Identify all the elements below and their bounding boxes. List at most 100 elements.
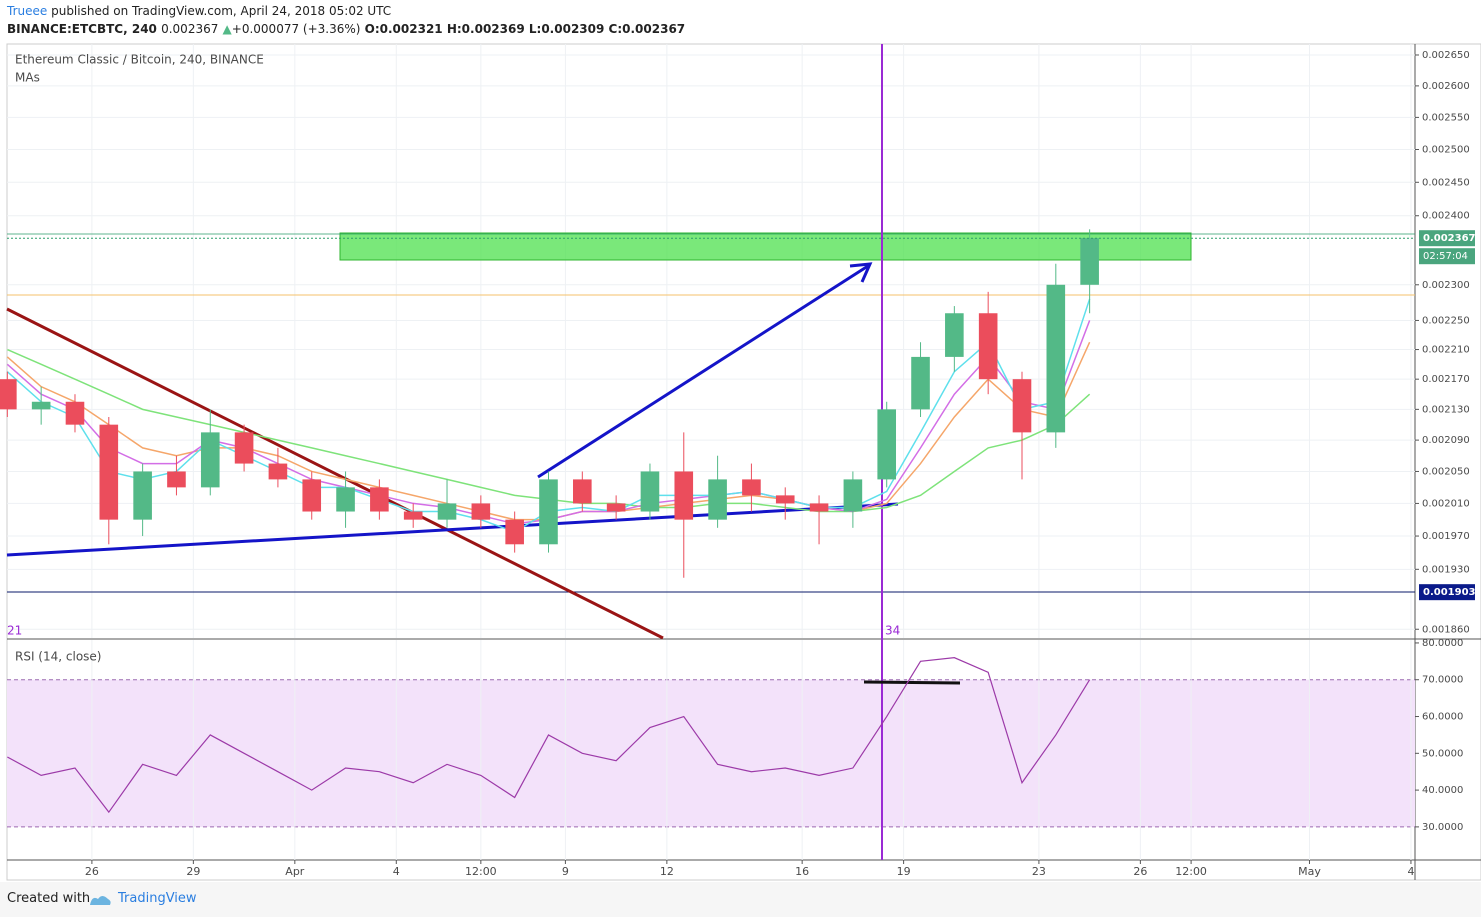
x-tick-label: 29 xyxy=(186,865,200,878)
candle-body xyxy=(1080,238,1099,285)
last-price-box xyxy=(1419,230,1475,247)
brand[interactable]: TradingView xyxy=(118,891,197,906)
y-tick-label: 0.002550 xyxy=(1422,112,1470,123)
candle-body xyxy=(674,471,694,520)
candle-body xyxy=(606,503,626,512)
candle-body xyxy=(978,313,998,380)
y-tick-label: 0.002090 xyxy=(1422,435,1470,446)
author[interactable]: Trueee xyxy=(7,4,48,18)
y-tick-label: 0.002450 xyxy=(1422,177,1470,188)
candle-body xyxy=(65,401,85,425)
x-tick-label: 4 xyxy=(393,865,400,878)
x-tick-label: 12 xyxy=(660,865,674,878)
uptrend-line xyxy=(6,502,899,557)
moving-average xyxy=(6,298,1091,533)
x-tick-label: 19 xyxy=(897,865,911,878)
last: 0.002367 xyxy=(161,22,219,36)
rsi-title: RSI (14, close) xyxy=(15,650,101,664)
moving-average xyxy=(6,320,1091,525)
countdown: 02:57:04 xyxy=(1423,251,1468,262)
rsi-band xyxy=(7,679,1415,827)
x-tick-label: 26 xyxy=(85,865,99,878)
candle-body xyxy=(877,409,897,480)
candle-body xyxy=(167,471,186,488)
candle-body xyxy=(99,424,119,520)
x-tick-label: 12:00 xyxy=(465,865,497,878)
candle-body xyxy=(708,479,727,520)
y-tick-label: 0.002010 xyxy=(1422,498,1470,509)
level-price-box xyxy=(1419,584,1475,601)
last-price-label: 0.002367 xyxy=(1423,233,1476,244)
y-tick-label: 0.002250 xyxy=(1422,315,1470,326)
change: +0.000077 (+3.36%) xyxy=(231,22,361,36)
high: H:0.002369 xyxy=(446,22,525,36)
quote-line: BINANCE:ETCBTC, 240 0.002367 ▲+0.000077 … xyxy=(7,22,685,36)
x-tick-label: 23 xyxy=(1032,865,1046,878)
moving-average xyxy=(7,348,1091,513)
candle-body xyxy=(234,432,254,464)
y-tick-label: 0.002050 xyxy=(1422,466,1470,477)
rsi-tick-label: 70.0000 xyxy=(1422,675,1463,686)
rsi-tick-label: 80.0000 xyxy=(1422,638,1463,649)
annotation: 21 xyxy=(7,624,22,638)
rsi-marker xyxy=(863,680,961,685)
y-tick-label: 0.001970 xyxy=(1422,531,1470,542)
y-tick-label: 0.001930 xyxy=(1422,564,1470,575)
low: L:0.002309 xyxy=(528,22,605,36)
candle-body xyxy=(302,479,322,512)
candle-body xyxy=(945,313,964,357)
x-tick-label: May xyxy=(1298,865,1321,878)
candle-body xyxy=(31,401,51,410)
x-tick-label: 4 xyxy=(1407,865,1414,878)
candle-body xyxy=(573,479,592,504)
published: published on TradingView.com, April 24, … xyxy=(51,4,392,18)
annotation: 34 xyxy=(885,624,900,638)
x-tick-label: 9 xyxy=(562,865,569,878)
candle-body xyxy=(505,519,524,545)
candle-body xyxy=(742,479,761,496)
chart-title: Ethereum Classic / Bitcoin, 240, BINANCE xyxy=(15,53,264,67)
close: C:0.002367 xyxy=(608,22,686,36)
candle-body xyxy=(911,356,930,410)
candle-body xyxy=(809,503,829,512)
y-tick-label: 0.002210 xyxy=(1422,345,1470,356)
x-tick-label: Apr xyxy=(285,865,305,878)
x-tick-label: 16 xyxy=(795,865,809,878)
x-tick-label: 26 xyxy=(1133,865,1147,878)
candle-body xyxy=(1012,379,1032,433)
indicator-name: MAs xyxy=(15,71,40,85)
candle-body xyxy=(268,463,288,480)
candle-body xyxy=(471,503,491,520)
candle-body xyxy=(1046,284,1066,433)
countdown-box xyxy=(1419,248,1475,265)
rsi-tick-label: 60.0000 xyxy=(1422,712,1463,723)
y-tick-label: 0.002400 xyxy=(1422,211,1470,222)
moving-average xyxy=(6,341,1091,521)
y-tick-label: 0.001860 xyxy=(1422,624,1470,635)
y-tick-label: 0.002300 xyxy=(1422,280,1470,291)
footer: Created with TradingView xyxy=(0,882,1481,917)
candle-body xyxy=(0,379,17,410)
y-tick-label: 0.002500 xyxy=(1422,145,1470,156)
x-tick-label: 12:00 xyxy=(1175,865,1207,878)
grid xyxy=(7,44,1415,860)
candle-body xyxy=(200,432,220,488)
candle-body xyxy=(403,511,423,520)
level-price-label: 0.001903 xyxy=(1423,587,1476,598)
logo xyxy=(90,896,111,905)
y-tick-label: 0.002170 xyxy=(1422,374,1470,385)
projection-arrow xyxy=(537,264,869,479)
resistance-zone xyxy=(339,232,1192,261)
rsi-tick-label: 30.0000 xyxy=(1422,822,1463,833)
candle-body xyxy=(775,495,795,504)
y-tick-label: 0.002650 xyxy=(1422,50,1470,61)
candle-body xyxy=(336,487,355,512)
symbol: BINANCE:ETCBTC, 240 xyxy=(7,22,157,36)
publish-line: Trueee published on TradingView.com, Apr… xyxy=(7,4,391,18)
open: O:0.002321 xyxy=(364,22,443,36)
arrow-head xyxy=(849,262,873,283)
candle-body xyxy=(133,471,152,520)
rsi-tick-label: 40.0000 xyxy=(1422,785,1463,796)
